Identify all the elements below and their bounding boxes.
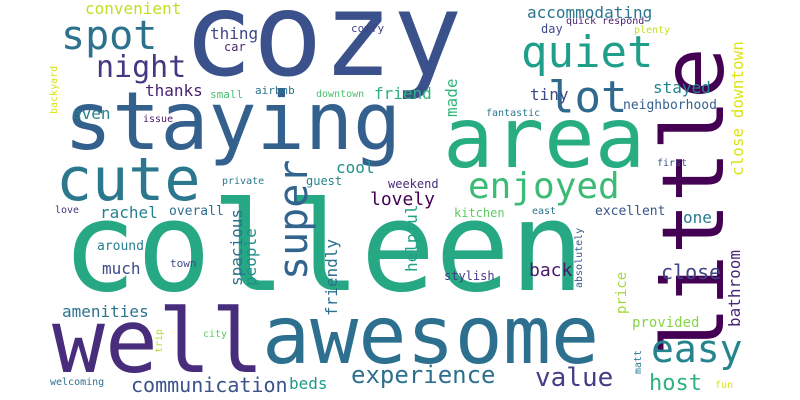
- word-weekend: weekend: [388, 177, 439, 191]
- word-price: price: [614, 271, 630, 314]
- word-private: private: [222, 176, 265, 187]
- word-absolutely: absolutely: [574, 227, 585, 288]
- word-one: one: [683, 208, 712, 227]
- word-airbnb: airbnb: [255, 84, 295, 97]
- word-small: small: [210, 88, 244, 101]
- word-convenient: convenient: [85, 0, 182, 18]
- word-trip: trip: [154, 328, 165, 353]
- word-town: town: [170, 257, 197, 270]
- word-helpful: helpful: [402, 204, 421, 272]
- word-city: city: [203, 329, 228, 340]
- word-lovely: lovely: [370, 189, 436, 210]
- word-area: area: [443, 89, 646, 187]
- word-fantastic: fantastic: [486, 108, 541, 119]
- word-tiny: tiny: [530, 85, 569, 104]
- word-issue: issue: [143, 114, 174, 125]
- word-value: value: [535, 363, 614, 393]
- word-backyard: backyard: [49, 65, 60, 114]
- word-first: first: [657, 158, 688, 169]
- word-love: love: [55, 205, 80, 216]
- word-excellent: excellent: [595, 204, 666, 219]
- word-kitchen: kitchen: [454, 206, 505, 220]
- word-host: host: [649, 371, 702, 396]
- word-enjoyed: enjoyed: [468, 166, 620, 207]
- word-comfy: comfy: [351, 22, 385, 35]
- word-stayed: stayed: [653, 78, 711, 97]
- word-people: people: [241, 228, 260, 286]
- word-beds: beds: [289, 374, 328, 393]
- word-stylish: stylish: [444, 269, 495, 283]
- word-thing: thing: [210, 24, 259, 43]
- word-accommodating: accommodating: [527, 3, 653, 22]
- word-friend: friend: [374, 84, 432, 103]
- word-bathroom: bathroom: [725, 249, 744, 327]
- word-car: car: [224, 40, 246, 54]
- word-even: even: [72, 104, 111, 123]
- word-much: much: [102, 259, 141, 278]
- word-awesome: awesome: [262, 289, 600, 382]
- word-thanks: thanks: [145, 81, 203, 100]
- word-close-downtown: close downtown: [728, 41, 747, 176]
- word-colleen: colleen: [62, 176, 585, 320]
- word-staying: staying: [64, 75, 402, 168]
- word-downtown: downtown: [316, 89, 365, 100]
- word-friendly: friendly: [322, 238, 341, 316]
- word-quick-respond: quick respond: [566, 16, 645, 27]
- word-cozy: cozy: [183, 0, 463, 103]
- word-back: back: [529, 260, 573, 281]
- word-around: around: [97, 239, 144, 254]
- word-night: night: [96, 50, 187, 85]
- word-quiet: quiet: [521, 27, 654, 78]
- word-neighborhood: neighborhood: [623, 98, 717, 113]
- word-communication: communication: [131, 373, 288, 397]
- word-fun: fun: [715, 380, 734, 391]
- word-cute: cute: [56, 145, 201, 215]
- word-made: made: [442, 78, 461, 117]
- word-guest: guest: [306, 174, 343, 188]
- word-cool: cool: [336, 158, 375, 177]
- word-easy: easy: [651, 327, 743, 371]
- word-overall: overall: [169, 204, 224, 219]
- word-experience: experience: [351, 361, 496, 389]
- word-lot: lot: [548, 72, 628, 123]
- word-amenities: amenities: [62, 302, 149, 321]
- word-spot: spot: [61, 13, 158, 59]
- word-well: well: [52, 290, 264, 393]
- word-provided: provided: [632, 315, 700, 331]
- word-close: close: [661, 260, 722, 284]
- word-plenty: plenty: [634, 25, 671, 36]
- word-rachel: rachel: [100, 203, 158, 222]
- word-east: east: [532, 206, 557, 217]
- word-matt: matt: [633, 349, 644, 374]
- word-day: day: [541, 22, 563, 36]
- word-welcoming: welcoming: [50, 377, 105, 388]
